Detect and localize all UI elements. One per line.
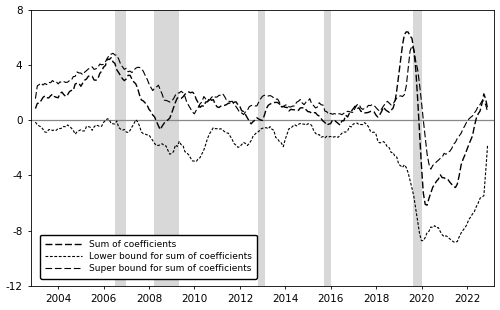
Sum of coefficients [104,57,110,61]
Lower bound for sum of coefficients [104,117,110,121]
Sum of coefficients [484,107,490,111]
Line: Sum of coefficients: Sum of coefficients [36,32,488,205]
Super bound for sum of coefficients [52,80,58,84]
Legend: Sum of coefficients, Lower bound for sum of coefficients, Super bound for sum of: Sum of coefficients, Lower bound for sum… [40,235,257,279]
Sum of coefficients [62,95,68,98]
Lower bound for sum of coefficients [52,128,58,132]
Lower bound for sum of coefficients [106,118,112,122]
Sum of coefficients [404,30,409,34]
Sum of coefficients [32,107,38,110]
Lower bound for sum of coefficients [32,120,38,124]
Sum of coefficients [186,90,192,94]
Lower bound for sum of coefficients [484,143,490,146]
Super bound for sum of coefficients [186,104,192,107]
Bar [115,10,126,286]
Bar [154,10,178,286]
Super bound for sum of coefficients [104,56,110,60]
Super bound for sum of coefficients [484,110,490,114]
Sum of coefficients [456,174,462,177]
Bar [412,10,422,286]
Lower bound for sum of coefficients [456,235,462,239]
Bar [324,10,331,286]
Lower bound for sum of coefficients [334,135,340,138]
Sum of coefficients [52,95,58,98]
Line: Super bound for sum of coefficients: Super bound for sum of coefficients [36,46,488,169]
Super bound for sum of coefficients [332,112,338,115]
Super bound for sum of coefficients [32,97,38,100]
Bar [258,10,265,286]
Sum of coefficients [424,203,430,207]
Super bound for sum of coefficients [62,81,68,84]
Lower bound for sum of coefficients [188,156,194,160]
Line: Lower bound for sum of coefficients: Lower bound for sum of coefficients [36,119,488,242]
Lower bound for sum of coefficients [62,125,68,129]
Sum of coefficients [332,118,338,122]
Super bound for sum of coefficients [428,167,434,171]
Super bound for sum of coefficients [409,44,415,48]
Lower bound for sum of coefficients [452,241,458,244]
Super bound for sum of coefficients [456,134,462,138]
